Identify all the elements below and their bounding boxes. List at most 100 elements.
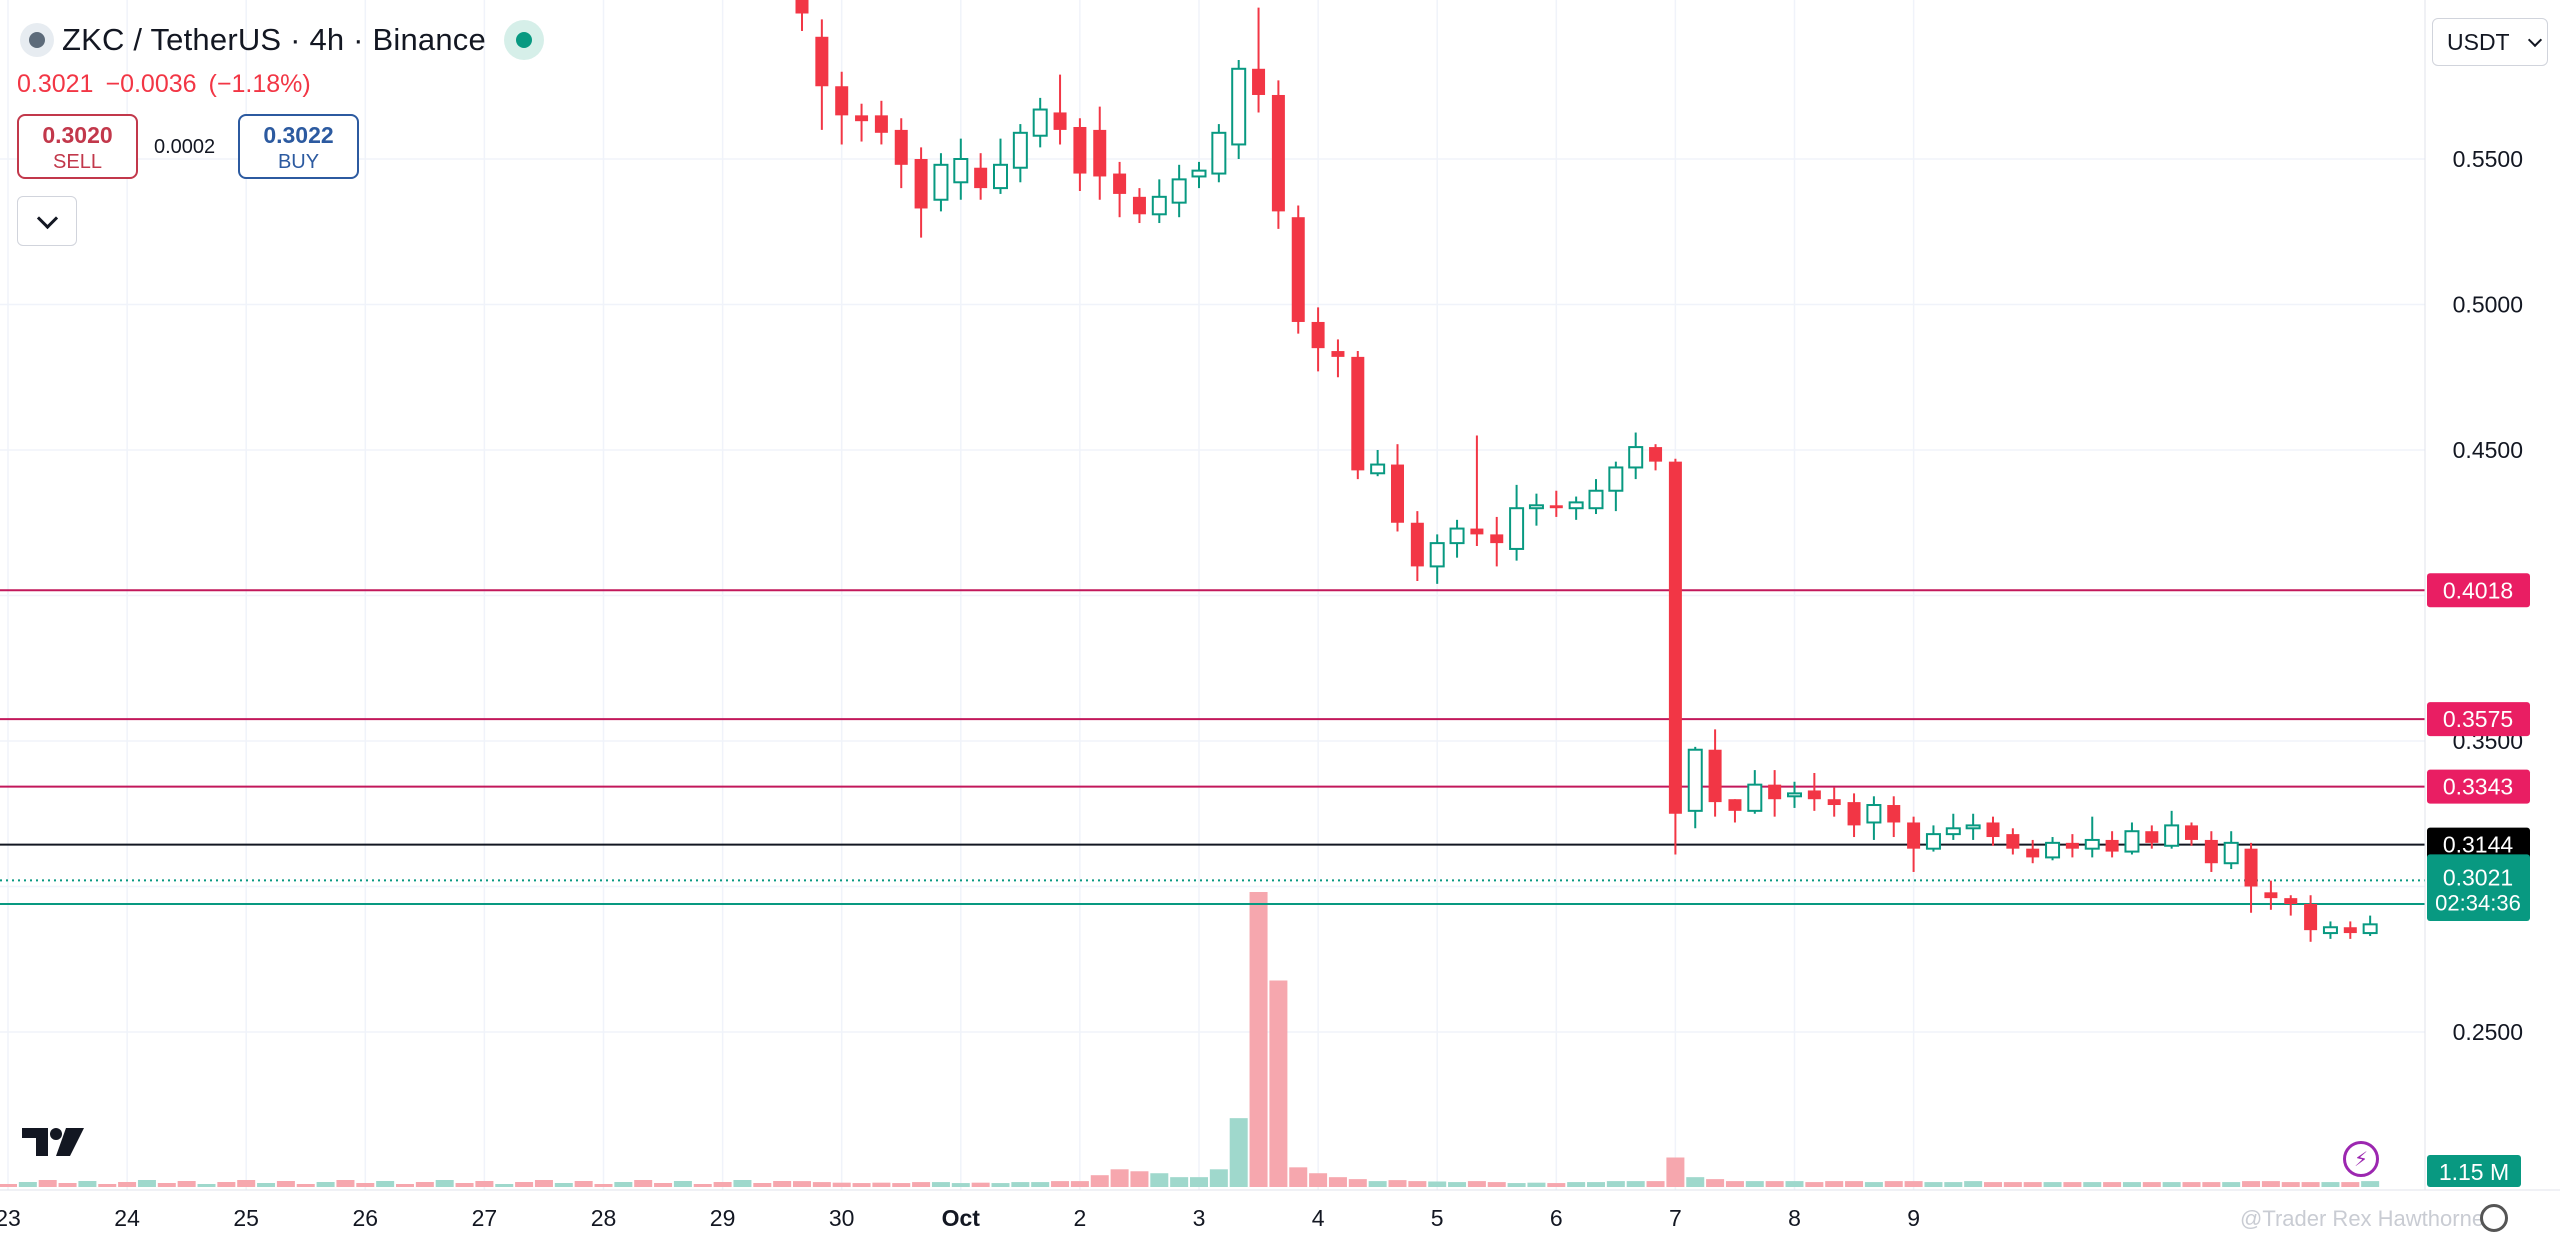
volume-bar xyxy=(2182,1182,2201,1187)
candle-body xyxy=(795,0,809,14)
volume-bar xyxy=(753,1183,772,1187)
x-tick-label: 4 xyxy=(1312,1205,1325,1231)
candle-body xyxy=(1807,790,1821,800)
candle-body xyxy=(2244,848,2258,887)
volume-bar xyxy=(1368,1181,1387,1187)
candle-body xyxy=(874,115,888,133)
buy-label: BUY xyxy=(277,151,320,173)
candle-body xyxy=(1211,131,1227,175)
y-tick-label: 0.5000 xyxy=(2453,292,2523,318)
candle-body xyxy=(2105,839,2119,852)
symbol-logo-icon xyxy=(20,23,54,57)
candle-body xyxy=(894,129,908,165)
candle-body xyxy=(993,163,1008,190)
x-tick-label: Oct xyxy=(942,1205,981,1231)
lightning-icon[interactable]: ⚡ xyxy=(2343,1141,2379,1177)
collapse-legend-button[interactable] xyxy=(17,196,77,246)
volume-bar xyxy=(1725,1181,1744,1187)
volume-bar xyxy=(1090,1175,1109,1187)
x-tick-label: 29 xyxy=(710,1205,736,1231)
volume-label: 1.15 M xyxy=(2439,1159,2509,1185)
symbol-row[interactable]: ZKC / TetherUS · 4h · Binance xyxy=(20,20,544,60)
level-label: 0.4018 xyxy=(2443,577,2513,603)
volume-bar xyxy=(574,1181,593,1187)
candle-body xyxy=(1252,68,1266,95)
volume-bar xyxy=(435,1180,454,1187)
x-tick-label: 25 xyxy=(233,1205,259,1231)
volume-bar xyxy=(237,1180,256,1187)
volume-bar xyxy=(912,1182,931,1187)
volume-bar xyxy=(614,1182,633,1187)
volume-bar xyxy=(1686,1177,1705,1187)
candle-body xyxy=(2084,838,2100,850)
x-tick-label: 27 xyxy=(472,1205,498,1231)
buy-button[interactable]: 0.3022 BUY xyxy=(238,114,359,179)
candle-body xyxy=(1649,447,1663,462)
legend-panel: ZKC / TetherUS · 4h · Binance 0.3021 −0.0… xyxy=(0,0,800,246)
volume-bar xyxy=(793,1181,811,1187)
x-tick-label: 26 xyxy=(353,1205,379,1231)
currency-value: USDT xyxy=(2447,28,2510,55)
candle-body xyxy=(1528,504,1544,510)
volume-bar xyxy=(931,1182,950,1187)
volume-bar xyxy=(1567,1182,1586,1187)
volume-bar xyxy=(0,1184,17,1187)
spread-value: 0.0002 xyxy=(154,136,216,158)
volume-bar xyxy=(78,1181,97,1187)
candle-body xyxy=(1351,356,1365,471)
volume-bar xyxy=(356,1183,375,1187)
candle-body xyxy=(1847,802,1861,826)
candle-body xyxy=(1073,126,1087,174)
candle-body xyxy=(2204,839,2218,864)
candle-body xyxy=(1668,461,1682,814)
volume-bar xyxy=(1805,1182,1824,1187)
candle-body xyxy=(1191,169,1207,178)
volume-bar xyxy=(1904,1181,1923,1187)
symbol-title[interactable]: ZKC / TetherUS · 4h · Binance xyxy=(62,22,486,57)
volume-bar xyxy=(733,1180,752,1187)
gear-icon[interactable] xyxy=(2480,1204,2508,1232)
candle-body xyxy=(2264,892,2278,899)
tradingview-logo-icon[interactable] xyxy=(22,1124,86,1160)
volume-bar xyxy=(2281,1182,2300,1187)
volume-bar xyxy=(1626,1181,1645,1187)
volume-bar xyxy=(713,1182,732,1187)
volume-bar xyxy=(634,1180,653,1187)
currency-select[interactable]: USDT xyxy=(2432,18,2548,66)
volume-bar xyxy=(892,1183,911,1187)
volume-bar xyxy=(1051,1181,1070,1187)
candle-body xyxy=(1549,505,1563,509)
price-change-pct: (−1.18%) xyxy=(208,70,311,98)
candle-body xyxy=(2026,848,2040,858)
volume-bar xyxy=(951,1183,970,1187)
volume-bar xyxy=(217,1182,236,1187)
volume-bar xyxy=(1209,1169,1228,1187)
volume-bar xyxy=(1944,1182,1963,1187)
volume-bar xyxy=(1229,1118,1248,1187)
volume-bar xyxy=(137,1180,156,1187)
candle-body xyxy=(1708,749,1722,803)
candle-body xyxy=(2343,927,2357,934)
volume-bar xyxy=(1388,1180,1407,1187)
level-label: 0.3575 xyxy=(2443,706,2513,732)
candle-body xyxy=(953,158,969,184)
sell-button[interactable]: 0.3020 SELL xyxy=(17,114,138,179)
candle-body xyxy=(835,86,849,116)
volume-bar xyxy=(2341,1182,2360,1187)
volume-bar xyxy=(2261,1181,2280,1187)
volume-bar xyxy=(1884,1181,1903,1187)
candle-body xyxy=(1747,783,1763,812)
volume-bar xyxy=(812,1182,831,1187)
volume-bar xyxy=(2063,1182,2082,1187)
volume-bar xyxy=(495,1184,514,1187)
volume-bar xyxy=(2023,1182,2042,1187)
volume-bar xyxy=(1170,1177,1189,1187)
x-tick-label: 23 xyxy=(0,1205,21,1231)
candle-body xyxy=(2145,831,2159,843)
volume-bar xyxy=(515,1182,534,1187)
volume-bar xyxy=(1011,1182,1030,1187)
volume-bar xyxy=(1646,1181,1665,1187)
volume-bar xyxy=(1150,1173,1169,1187)
volume-bar xyxy=(1269,980,1288,1187)
